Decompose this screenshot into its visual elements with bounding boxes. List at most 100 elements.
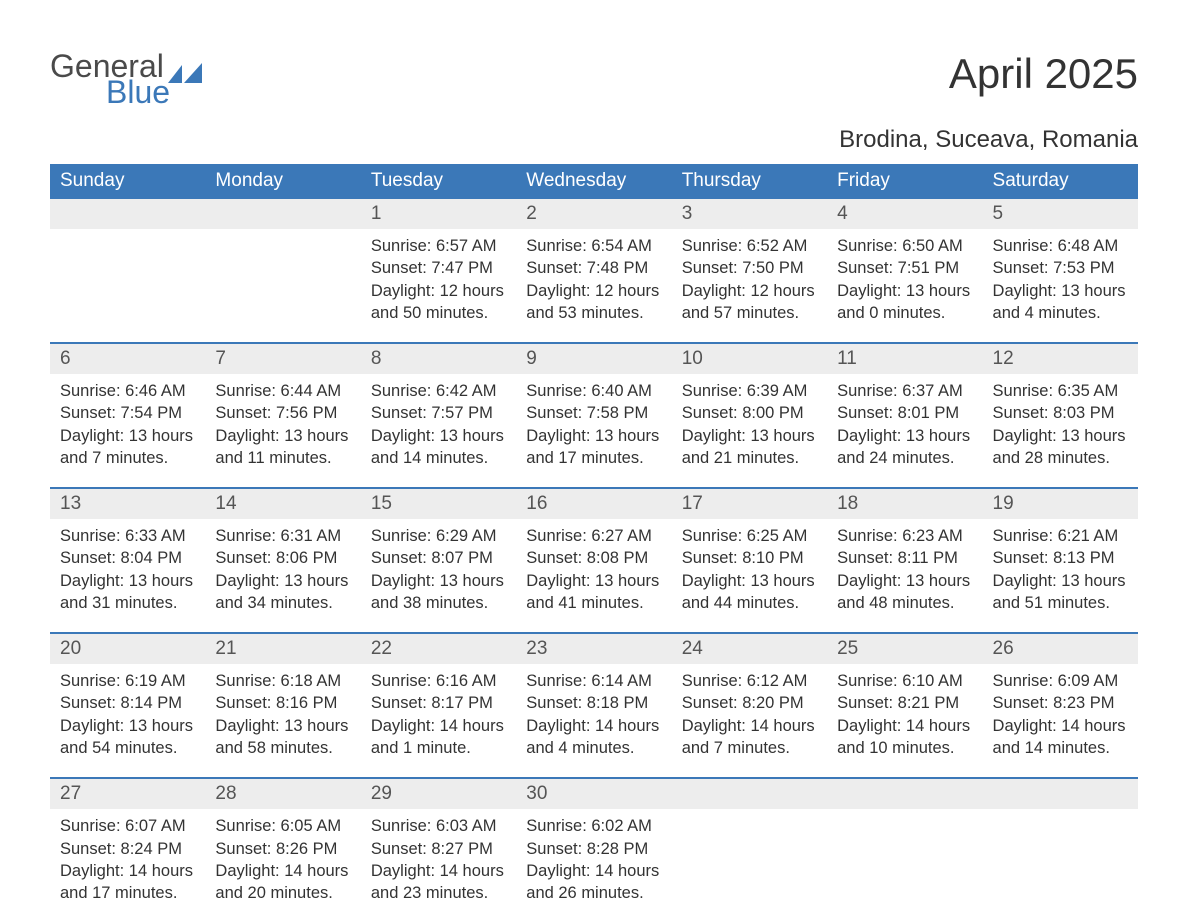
day-number: 9 — [516, 344, 671, 374]
day-number: 25 — [827, 634, 982, 664]
day-cell-line: and 26 minutes. — [526, 882, 661, 904]
day-number-row: 6789101112 — [50, 344, 1138, 374]
day-cell-line: Sunrise: 6:54 AM — [526, 235, 661, 257]
day-cell: Sunrise: 6:39 AMSunset: 8:00 PMDaylight:… — [672, 374, 827, 473]
day-cell-line: Sunset: 8:13 PM — [993, 547, 1128, 569]
day-cell: Sunrise: 6:52 AMSunset: 7:50 PMDaylight:… — [672, 229, 827, 328]
day-cell-line: and 31 minutes. — [60, 592, 195, 614]
day-cell-line: Sunrise: 6:14 AM — [526, 670, 661, 692]
day-number: 15 — [361, 489, 516, 519]
day-cell-line: Sunset: 7:58 PM — [526, 402, 661, 424]
day-cell-line: Sunset: 8:26 PM — [215, 838, 350, 860]
day-cell-line: Sunrise: 6:23 AM — [837, 525, 972, 547]
week-block: 20212223242526Sunrise: 6:19 AMSunset: 8:… — [50, 634, 1138, 763]
day-cell: Sunrise: 6:46 AMSunset: 7:54 PMDaylight:… — [50, 374, 205, 473]
day-cell: Sunrise: 6:19 AMSunset: 8:14 PMDaylight:… — [50, 664, 205, 763]
day-number: 30 — [516, 779, 671, 809]
day-number — [827, 779, 982, 809]
day-cell: Sunrise: 6:21 AMSunset: 8:13 PMDaylight:… — [983, 519, 1138, 618]
day-cell-line: Daylight: 13 hours — [993, 425, 1128, 447]
day-number: 28 — [205, 779, 360, 809]
day-cell-line: Sunset: 8:27 PM — [371, 838, 506, 860]
day-cell-line: Sunrise: 6:25 AM — [682, 525, 817, 547]
location-label: Brodina, Suceava, Romania — [50, 126, 1138, 154]
day-cell-line: Sunset: 8:14 PM — [60, 692, 195, 714]
day-number: 4 — [827, 199, 982, 229]
day-cell-line: Daylight: 13 hours — [837, 280, 972, 302]
day-cell: Sunrise: 6:37 AMSunset: 8:01 PMDaylight:… — [827, 374, 982, 473]
day-number: 12 — [983, 344, 1138, 374]
day-cell-line: Sunset: 7:51 PM — [837, 257, 972, 279]
day-cell-line: Daylight: 13 hours — [60, 425, 195, 447]
day-cell: Sunrise: 6:35 AMSunset: 8:03 PMDaylight:… — [983, 374, 1138, 473]
day-number: 24 — [672, 634, 827, 664]
day-number-row: 27282930 — [50, 779, 1138, 809]
day-number — [205, 199, 360, 229]
day-cell-line: Sunrise: 6:42 AM — [371, 380, 506, 402]
day-cell: Sunrise: 6:03 AMSunset: 8:27 PMDaylight:… — [361, 809, 516, 908]
day-cell-line: and 41 minutes. — [526, 592, 661, 614]
day-cell — [827, 809, 982, 908]
day-cell: Sunrise: 6:42 AMSunset: 7:57 PMDaylight:… — [361, 374, 516, 473]
day-number: 14 — [205, 489, 360, 519]
day-header: Friday — [827, 164, 982, 199]
day-cell-line: and 57 minutes. — [682, 302, 817, 324]
day-cell-line: Sunrise: 6:40 AM — [526, 380, 661, 402]
day-cell-line: and 20 minutes. — [215, 882, 350, 904]
day-cell-line: and 28 minutes. — [993, 447, 1128, 469]
day-cell-line: Daylight: 14 hours — [371, 715, 506, 737]
day-cell-line: Sunset: 7:53 PM — [993, 257, 1128, 279]
day-cell: Sunrise: 6:09 AMSunset: 8:23 PMDaylight:… — [983, 664, 1138, 763]
day-number: 11 — [827, 344, 982, 374]
day-cell-line: and 10 minutes. — [837, 737, 972, 759]
day-cell-line: and 14 minutes. — [371, 447, 506, 469]
day-cell-line: Sunset: 7:48 PM — [526, 257, 661, 279]
day-cell-line: and 4 minutes. — [993, 302, 1128, 324]
day-header: Wednesday — [516, 164, 671, 199]
day-cell-line: Sunset: 8:06 PM — [215, 547, 350, 569]
day-cell: Sunrise: 6:33 AMSunset: 8:04 PMDaylight:… — [50, 519, 205, 618]
day-cell-line: Daylight: 13 hours — [60, 715, 195, 737]
day-cell-line: and 24 minutes. — [837, 447, 972, 469]
day-cell-line: Daylight: 14 hours — [993, 715, 1128, 737]
day-cell-line: and 11 minutes. — [215, 447, 350, 469]
day-cell-line: and 21 minutes. — [682, 447, 817, 469]
day-number — [50, 199, 205, 229]
day-number: 5 — [983, 199, 1138, 229]
logo-shape-icon — [168, 56, 202, 76]
week-block: 6789101112Sunrise: 6:46 AMSunset: 7:54 P… — [50, 344, 1138, 473]
day-cell-line: and 1 minute. — [371, 737, 506, 759]
day-cell-line: Sunrise: 6:16 AM — [371, 670, 506, 692]
day-header: Tuesday — [361, 164, 516, 199]
day-cell-line: Daylight: 13 hours — [682, 570, 817, 592]
week-block: 12345Sunrise: 6:57 AMSunset: 7:47 PMDayl… — [50, 199, 1138, 328]
day-cell-line: Sunset: 7:47 PM — [371, 257, 506, 279]
day-cell: Sunrise: 6:23 AMSunset: 8:11 PMDaylight:… — [827, 519, 982, 618]
day-cell-line: Sunset: 8:24 PM — [60, 838, 195, 860]
day-cell: Sunrise: 6:48 AMSunset: 7:53 PMDaylight:… — [983, 229, 1138, 328]
day-cell-line: and 53 minutes. — [526, 302, 661, 324]
day-number: 10 — [672, 344, 827, 374]
day-cell-line: Sunset: 8:11 PM — [837, 547, 972, 569]
day-cell-line: Sunset: 8:23 PM — [993, 692, 1128, 714]
day-content-row: Sunrise: 6:57 AMSunset: 7:47 PM Daylight:… — [50, 229, 1138, 328]
day-cell-line: Sunset: 8:16 PM — [215, 692, 350, 714]
day-cell-line: Daylight: 13 hours — [993, 280, 1128, 302]
day-cell-line: Sunrise: 6:57 AM — [371, 235, 506, 257]
day-cell-line: Sunset: 7:56 PM — [215, 402, 350, 424]
day-cell-line: and 7 minutes. — [682, 737, 817, 759]
day-header-row: Sunday Monday Tuesday Wednesday Thursday… — [50, 164, 1138, 199]
day-cell-line: Sunset: 7:50 PM — [682, 257, 817, 279]
day-cell: Sunrise: 6:12 AMSunset: 8:20 PMDaylight:… — [672, 664, 827, 763]
day-number: 29 — [361, 779, 516, 809]
day-cell-line: Daylight: 13 hours — [993, 570, 1128, 592]
day-number-row: 20212223242526 — [50, 634, 1138, 664]
day-cell: Sunrise: 6:25 AMSunset: 8:10 PMDaylight:… — [672, 519, 827, 618]
day-cell-line: Sunrise: 6:27 AM — [526, 525, 661, 547]
day-cell-line: Daylight: 13 hours — [526, 570, 661, 592]
day-cell — [205, 229, 360, 328]
day-cell-line: Daylight: 14 hours — [60, 860, 195, 882]
day-number — [983, 779, 1138, 809]
day-cell-line: Sunrise: 6:44 AM — [215, 380, 350, 402]
day-cell: Sunrise: 6:16 AMSunset: 8:17 PMDaylight:… — [361, 664, 516, 763]
